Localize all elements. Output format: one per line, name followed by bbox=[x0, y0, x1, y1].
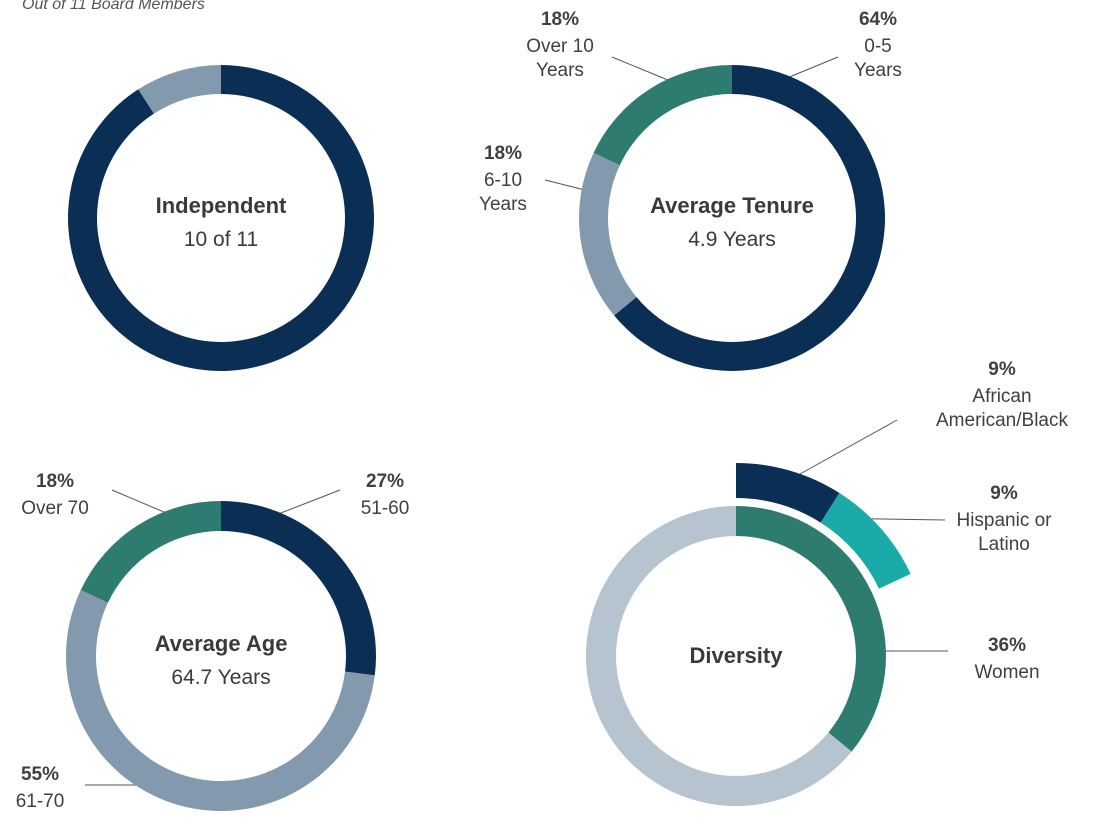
value-label: 27% bbox=[365, 471, 405, 492]
category-label: African American/Black bbox=[936, 386, 1068, 431]
center-title: Independent bbox=[155, 193, 287, 218]
category-label: 6-10 Years bbox=[479, 170, 527, 215]
donut-segment bbox=[820, 493, 911, 589]
value-label: 36% bbox=[987, 635, 1027, 656]
center-label: 4.9 Years bbox=[688, 228, 776, 251]
donut-segment bbox=[614, 65, 886, 372]
value-label: 9% bbox=[990, 483, 1018, 504]
donut-segment bbox=[65, 590, 375, 812]
category-label: 0-5 Years bbox=[854, 36, 902, 81]
value-label: 9% bbox=[988, 359, 1016, 380]
center-label: 10 of 11 bbox=[183, 228, 259, 251]
value-label: 18% bbox=[483, 143, 523, 164]
center-title: Diversity bbox=[689, 643, 783, 668]
donut-segment bbox=[736, 506, 887, 752]
donut-segment bbox=[579, 152, 637, 316]
donut-segment bbox=[586, 506, 852, 806]
category-label: Hispanic or Latino bbox=[956, 510, 1052, 555]
donut-segment bbox=[593, 65, 732, 166]
category-label: Over 10 Years bbox=[526, 36, 594, 81]
center-title: Average Tenure bbox=[650, 193, 814, 218]
category-label: Over 70 bbox=[21, 498, 89, 519]
center-title: Average Age bbox=[154, 631, 288, 656]
category-label: 61-70 bbox=[15, 791, 65, 812]
category-label: Women bbox=[974, 662, 1040, 683]
value-label: 18% bbox=[35, 471, 75, 492]
category-label: 51-60 bbox=[360, 498, 410, 519]
center-label: 64.7 Years bbox=[171, 666, 271, 689]
donut-segment bbox=[221, 501, 376, 676]
value-label: 55% bbox=[20, 764, 60, 785]
subtitle: Out of 11 Board Members bbox=[22, 0, 205, 13]
value-label: 18% bbox=[540, 9, 580, 30]
leader-lines bbox=[85, 56, 948, 786]
donut-segment bbox=[138, 65, 221, 114]
leader-line bbox=[799, 419, 898, 475]
donut-segment bbox=[736, 463, 840, 523]
value-label: 64% bbox=[858, 9, 898, 30]
donut-segment bbox=[80, 501, 221, 603]
